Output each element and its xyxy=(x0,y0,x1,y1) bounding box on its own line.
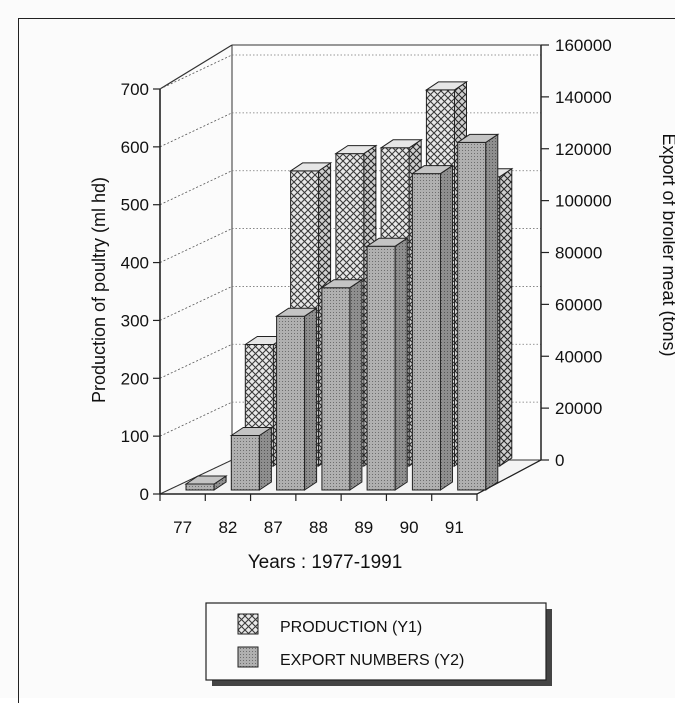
gridline-left-wall xyxy=(159,401,233,437)
y2-tick-label: 60000 xyxy=(555,295,602,314)
x-tick-label: 82 xyxy=(218,518,237,537)
export-bar-91-top xyxy=(456,133,500,143)
y2-tick-label: 0 xyxy=(555,451,564,470)
floor-right-edge xyxy=(476,459,542,495)
export-bar-82 xyxy=(229,426,274,491)
legend-swatch-export xyxy=(237,646,259,668)
gridline-left-wall xyxy=(159,228,233,263)
export-bar-87-top xyxy=(274,307,319,317)
y-tick-label: 700 xyxy=(121,80,149,99)
export-bar-88-top xyxy=(320,279,364,289)
export-bar-90-front xyxy=(411,173,441,491)
y-axis-label: Production of poultry (ml hd) xyxy=(89,177,109,403)
export-bar-88 xyxy=(320,278,364,491)
export-bar-91 xyxy=(456,133,500,491)
gridline-left-wall xyxy=(159,286,233,321)
y-tick-label: 600 xyxy=(121,138,149,157)
bars-layer xyxy=(184,80,514,491)
export-bar-87-side xyxy=(304,307,318,491)
legend-label-production: PRODUCTION (Y1) xyxy=(280,619,422,636)
export-bar-77-front xyxy=(185,483,215,491)
x-tick-label: 88 xyxy=(309,518,328,537)
legend: PRODUCTION (Y1) EXPORT NUMBERS (Y2) xyxy=(205,602,552,686)
y-tick-label: 200 xyxy=(121,369,149,388)
production-bar-89-top xyxy=(379,139,423,149)
y2-tick-label: 160000 xyxy=(555,36,612,55)
x-tick-label: 77 xyxy=(173,518,192,537)
export-bar-91-side xyxy=(485,133,499,491)
production-bar-87-top xyxy=(288,162,333,172)
y-tick-label: 100 xyxy=(121,427,149,446)
export-bar-91-front xyxy=(457,141,487,491)
x-axis-label: Years : 1977-1991 xyxy=(248,552,403,573)
y2-tick-label: 140000 xyxy=(555,88,612,107)
x-tick-label: 91 xyxy=(445,518,464,537)
production-bar-91-side xyxy=(499,167,513,467)
gridline-left-wall xyxy=(159,112,233,148)
x-tick-label: 87 xyxy=(264,518,283,537)
export-bar-88-side xyxy=(349,278,363,491)
page-border xyxy=(18,18,675,703)
production-bar-88-top xyxy=(334,145,378,155)
export-bar-90-top xyxy=(410,165,455,175)
export-bar-89 xyxy=(365,237,409,491)
export-bar-90-side xyxy=(440,164,453,491)
y2-tick-label: 40000 xyxy=(555,347,602,366)
y-tick-label: 300 xyxy=(121,311,149,330)
legend-box xyxy=(205,602,547,681)
export-bar-82-side xyxy=(258,426,272,491)
export-bar-88-front xyxy=(321,287,351,491)
export-bar-82-top xyxy=(229,427,274,436)
legend-swatch-production xyxy=(237,613,259,635)
export-bar-89-front xyxy=(366,245,396,491)
y-tick-label: 500 xyxy=(121,196,149,215)
export-bar-82-front xyxy=(230,435,260,491)
gridline-left-wall xyxy=(159,170,233,206)
axes-layer: 0 100 200 300 400 500 600 700 0 20000 40000 60000 80… xyxy=(121,36,612,537)
export-bar-90 xyxy=(410,164,455,491)
x-tick-label: 89 xyxy=(354,518,373,537)
export-bar-77 xyxy=(184,475,228,491)
y2-tick-label: 120000 xyxy=(555,140,612,159)
left-wall-edge xyxy=(159,44,233,494)
y-tick-label: 0 xyxy=(140,485,149,504)
y2-tick-label: 80000 xyxy=(555,244,602,263)
gridline-left-wall xyxy=(159,343,233,379)
y2-axis-label: Export of broiler meat (tons) xyxy=(659,133,675,356)
legend-label-export: EXPORT NUMBERS (Y2) xyxy=(280,652,464,669)
export-bar-87-front xyxy=(276,315,306,491)
export-bar-89-top xyxy=(365,237,409,247)
export-bar-87 xyxy=(274,307,319,491)
x-tick-label: 90 xyxy=(400,518,419,537)
y-tick-label: 400 xyxy=(121,254,149,273)
export-bar-89-side xyxy=(394,237,408,491)
y2-tick-label: 100000 xyxy=(555,192,612,211)
export-bar-77-top xyxy=(184,475,228,485)
production-bar-90-top xyxy=(424,81,469,91)
gridline-left-wall xyxy=(159,54,233,90)
y2-tick-label: 20000 xyxy=(555,399,602,418)
